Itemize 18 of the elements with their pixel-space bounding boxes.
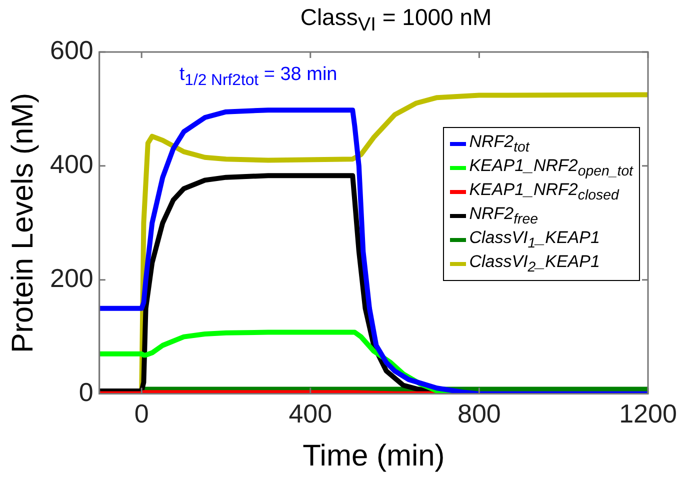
x-axis-title: Time (min) <box>302 439 445 472</box>
y-tick-label: 400 <box>50 149 94 180</box>
legend-label: NRF2$_{tot}$ <box>469 132 530 156</box>
x-tick-label: 1200 <box>619 398 677 429</box>
legend-label: NRF2$_{free}$ <box>469 204 538 228</box>
legend-label: ClassVI$_{1}$_KEAP1 <box>469 228 600 252</box>
legend-label: ClassVI$_{2}$_KEAP1 <box>469 252 600 276</box>
x-tick-label: 400 <box>288 398 332 429</box>
legend-label: KEAP1_NRF2$_{closed}$ <box>469 180 619 204</box>
x-tick-label: 800 <box>458 398 501 429</box>
annotation: t$_{1/2 Nrf2tot}$ = 38 min <box>179 64 338 90</box>
legend-label: KEAP1_NRF2$_{open_tot}$ <box>469 156 633 180</box>
chart-title: Class$_{VI}$ = 1000 nM <box>299 4 493 37</box>
y-tick-label: 600 <box>50 35 94 66</box>
y-tick-label: 200 <box>50 263 94 294</box>
y-axis-title: Protein Levels (nM) <box>6 92 40 353</box>
x-tick-label: 0 <box>134 398 149 429</box>
y-tick-label: 0 <box>78 376 94 407</box>
